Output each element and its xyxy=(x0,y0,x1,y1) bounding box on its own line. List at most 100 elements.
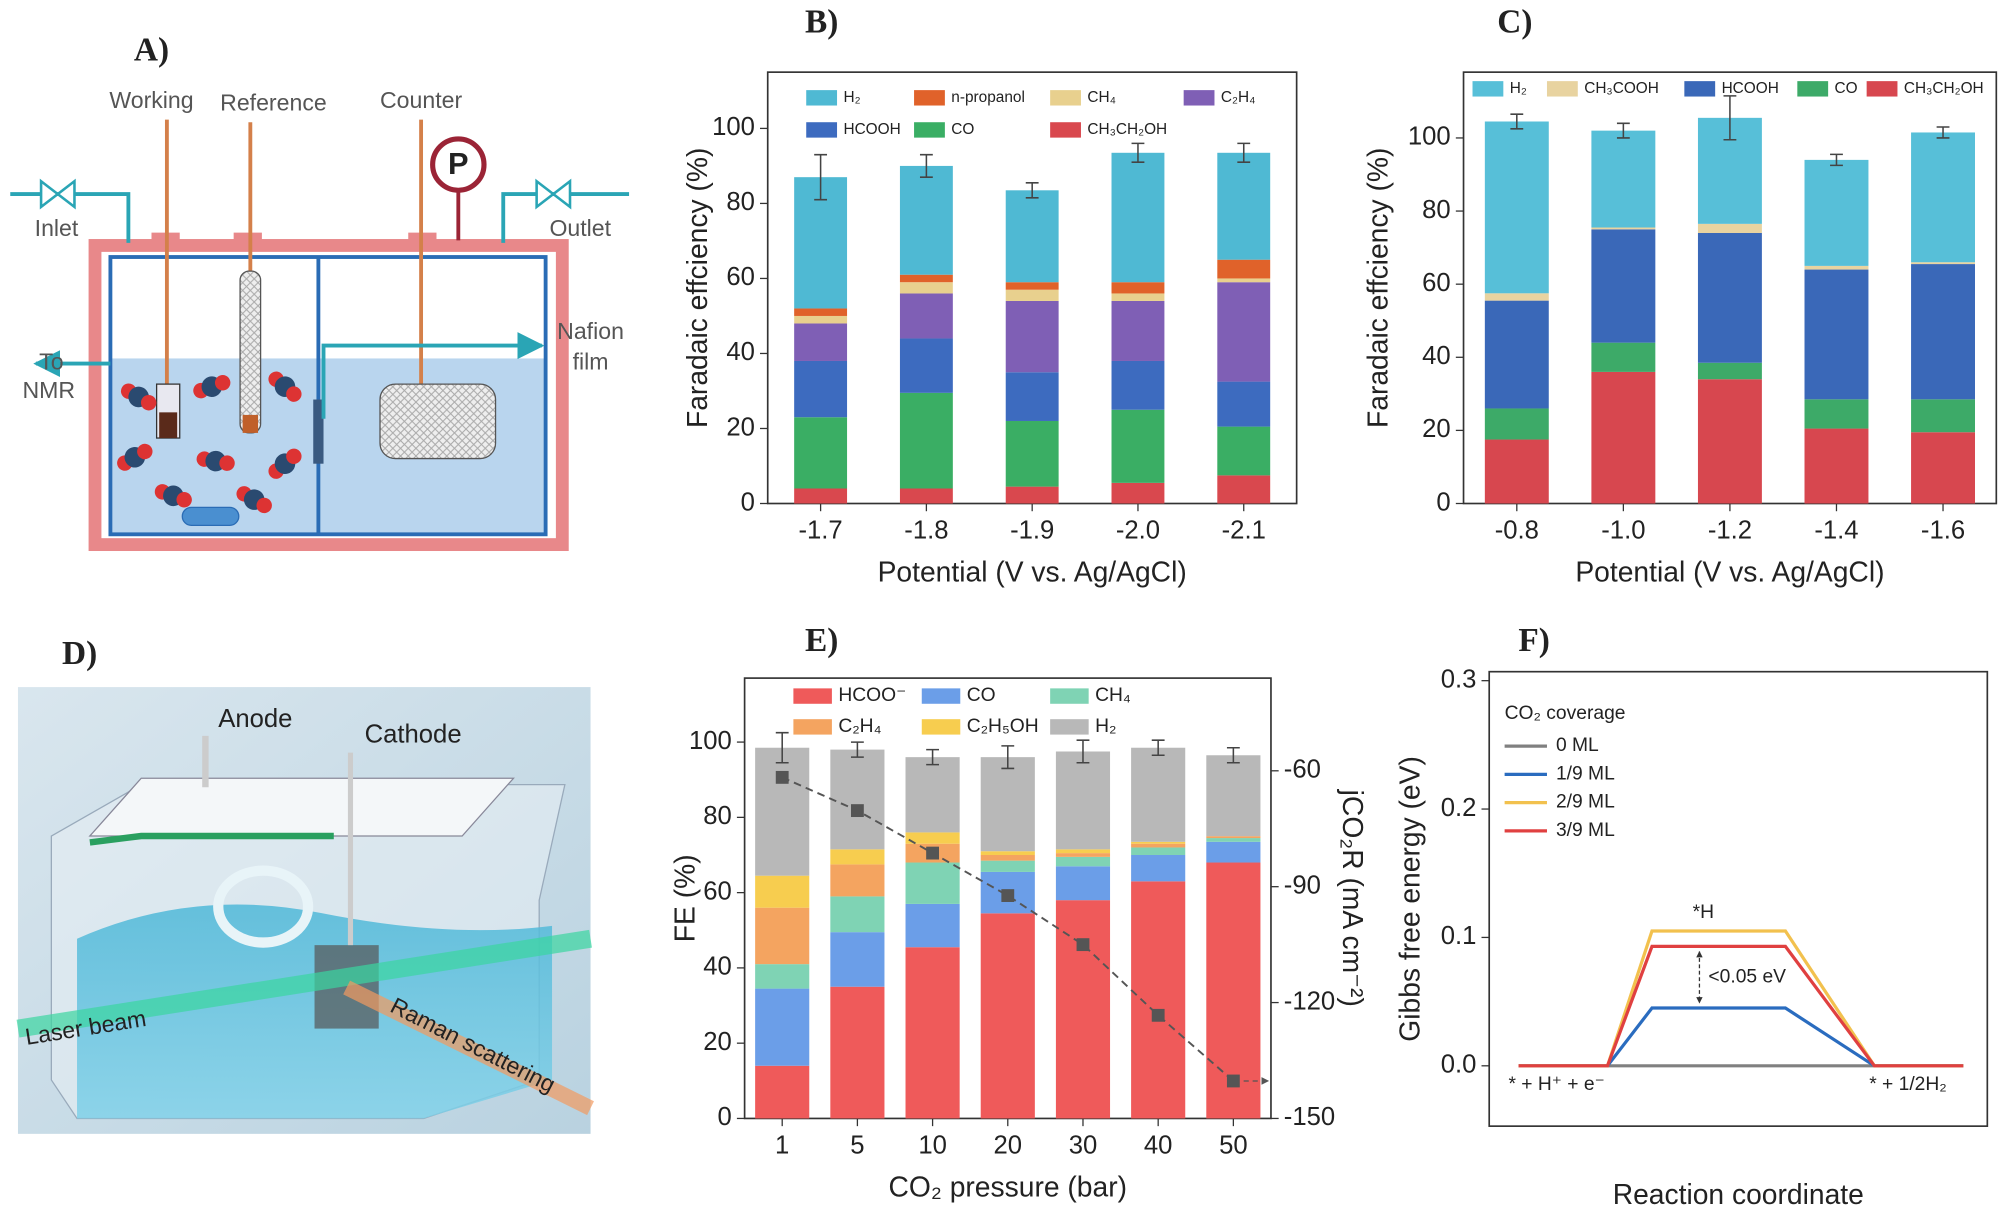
bar-segment xyxy=(1005,300,1059,373)
bar-segment xyxy=(899,282,953,294)
label-reference: Reference xyxy=(220,89,327,115)
x-tick-label: 20 xyxy=(994,1131,1023,1159)
bar-segment xyxy=(794,360,848,418)
bar-segment xyxy=(794,315,848,324)
bar-segment xyxy=(980,913,1035,1119)
bar-segment xyxy=(1804,159,1869,266)
y-tick-label: 20 xyxy=(726,413,755,441)
y-tick-label: 20 xyxy=(703,1028,732,1056)
panel-label: C) xyxy=(1497,3,1532,40)
bar-segment xyxy=(1055,849,1111,854)
laser-beam xyxy=(16,929,592,1038)
bar-segment xyxy=(1911,432,1975,504)
nafion-arrow xyxy=(321,332,545,419)
bar-segment xyxy=(1055,751,1111,850)
x-tick-label: 30 xyxy=(1069,1131,1098,1159)
error-bar xyxy=(850,741,864,758)
trend-point xyxy=(1151,1008,1165,1022)
bar-segment xyxy=(1217,475,1271,504)
annotation: * + 1/2H₂ xyxy=(1869,1074,1947,1095)
legend-label: C₂H₅OH xyxy=(967,716,1039,737)
bar-segment xyxy=(1911,132,1975,263)
energy-line xyxy=(1518,1006,1964,1068)
bar-segment xyxy=(1911,264,1975,400)
y-tick-label: 100 xyxy=(689,727,732,755)
legend-swatch xyxy=(1546,81,1578,97)
x-tick-label: 40 xyxy=(1144,1131,1173,1159)
label-outlet: Outlet xyxy=(549,215,611,241)
plot-frame xyxy=(1488,670,1989,1127)
y-tick-label: 80 xyxy=(703,802,732,830)
x-tick-label: -1.4 xyxy=(1814,517,1858,545)
bar-segment xyxy=(980,860,1035,872)
error-bar xyxy=(1936,126,1950,139)
bar-segment xyxy=(899,293,953,339)
energy-line xyxy=(1518,944,1964,1068)
y2-tick-label: -120 xyxy=(1284,987,1335,1015)
error-bar xyxy=(1226,746,1240,764)
y-tick-label: 100 xyxy=(1408,123,1451,151)
reference-tip xyxy=(242,414,259,433)
legend-label: CH₃CH₂OH xyxy=(1904,80,1984,97)
legend-label: H₂ xyxy=(843,89,860,106)
bar-segment xyxy=(1484,408,1549,440)
bar-segment xyxy=(1217,259,1271,279)
y-tick-label: 0.2 xyxy=(1441,794,1477,822)
bar-segment xyxy=(980,854,1035,861)
bar-segment xyxy=(1591,371,1656,504)
bar-segment xyxy=(1484,293,1549,301)
error-bar xyxy=(1001,745,1015,770)
bar-segment xyxy=(1206,841,1261,863)
legend-swatch xyxy=(1684,81,1716,97)
x-tick-label: -1.7 xyxy=(798,517,842,545)
error-bar xyxy=(1510,113,1524,130)
bar-segment xyxy=(1111,282,1165,294)
label-nafion: film xyxy=(573,349,609,375)
bar-segment xyxy=(1055,853,1111,857)
bar-segment xyxy=(1055,856,1111,867)
bar-segment xyxy=(1697,223,1762,233)
bar-segment xyxy=(1217,426,1271,476)
x-tick-label: 10 xyxy=(918,1131,947,1159)
error-bar xyxy=(1076,739,1090,764)
bar-segment xyxy=(899,165,953,275)
bar-segment xyxy=(1111,360,1165,410)
bar-segment xyxy=(1005,486,1059,504)
legend-swatch xyxy=(806,90,838,106)
bar-segment xyxy=(905,832,960,844)
error-bar xyxy=(926,748,940,766)
legend-swatch xyxy=(793,719,832,735)
co2-molecules xyxy=(117,371,302,514)
bar-segment xyxy=(794,417,848,489)
panel-label: F) xyxy=(1518,622,1550,659)
y-tick-label: 0.1 xyxy=(1441,922,1477,950)
x-axis-label: CO₂ pressure (bar) xyxy=(889,1171,1127,1203)
membrane xyxy=(313,399,324,464)
bar-segment xyxy=(1206,836,1261,839)
bar-segment xyxy=(1697,232,1762,363)
x-tick-label: -1.9 xyxy=(1010,517,1054,545)
bar-segment xyxy=(1131,847,1186,855)
bar-segment xyxy=(830,849,885,865)
legend-label: HCOOH xyxy=(1722,80,1779,97)
legend-swatch xyxy=(1050,719,1089,735)
error-bar xyxy=(1131,142,1145,163)
bar-segment xyxy=(899,338,953,393)
stir-bar xyxy=(181,506,240,526)
panel-label: D) xyxy=(62,635,97,672)
bar-segment xyxy=(830,986,885,1119)
counter-electrode xyxy=(379,383,497,460)
x-tick-label: -0.8 xyxy=(1495,517,1539,545)
legend-swatch xyxy=(806,122,838,138)
y-tick-label: 0.0 xyxy=(1441,1051,1477,1079)
legend-label: H₂ xyxy=(1095,716,1116,737)
y-axis-label: FE (%) xyxy=(668,854,700,942)
legend-label: H₂ xyxy=(1510,80,1527,97)
legend-label: CO xyxy=(967,685,996,706)
x-tick-label: -1.6 xyxy=(1921,517,1965,545)
legend-swatch xyxy=(914,90,945,106)
bar-segment xyxy=(905,903,960,948)
label-nafion: Nafion xyxy=(557,318,624,344)
bar-segment xyxy=(899,488,953,504)
legend-label: CH₃COOH xyxy=(1584,80,1659,97)
